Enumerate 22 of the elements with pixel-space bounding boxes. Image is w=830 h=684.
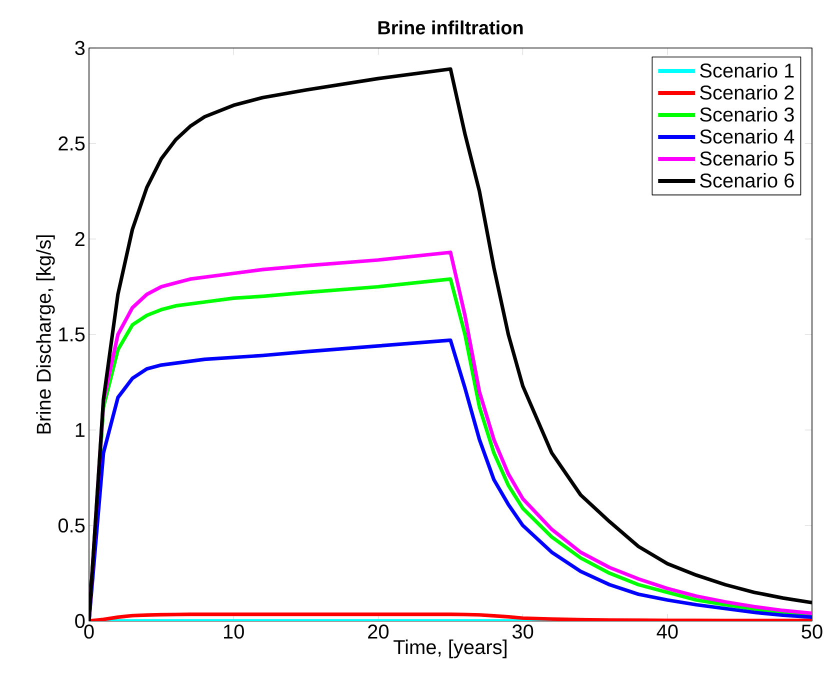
y-tick-label: 3 <box>75 40 85 56</box>
legend-label: Scenario 1 <box>700 62 794 78</box>
legend-label: Scenario 3 <box>700 106 794 122</box>
y-tick-label: 0.5 <box>58 518 85 533</box>
x-tick-label: 0 <box>84 624 94 639</box>
x-tick-label: 40 <box>656 624 678 639</box>
legend-label: Scenario 4 <box>700 128 794 144</box>
chart-title: Brine infiltration <box>378 20 523 34</box>
x-tick-label: 10 <box>224 624 244 639</box>
legend-label: Scenario 2 <box>700 84 794 100</box>
y-axis-title: Brine Discharge, [kg/s] <box>36 235 55 434</box>
y-tick-label: 1 <box>76 423 84 437</box>
x-axis-title: Time, [years] <box>394 640 506 658</box>
y-tick-label: 2 <box>75 232 84 246</box>
x-tick-label: 50 <box>802 624 822 639</box>
x-tick-label: 20 <box>368 624 389 639</box>
y-tick-label: 0 <box>75 614 85 628</box>
legend-label: Scenario 6 <box>700 172 794 188</box>
x-tick-label: 30 <box>512 624 534 639</box>
y-tick-label: 1.5 <box>59 328 85 342</box>
y-tick-label: 2.5 <box>58 136 85 151</box>
legend-label: Scenario 5 <box>700 150 794 166</box>
